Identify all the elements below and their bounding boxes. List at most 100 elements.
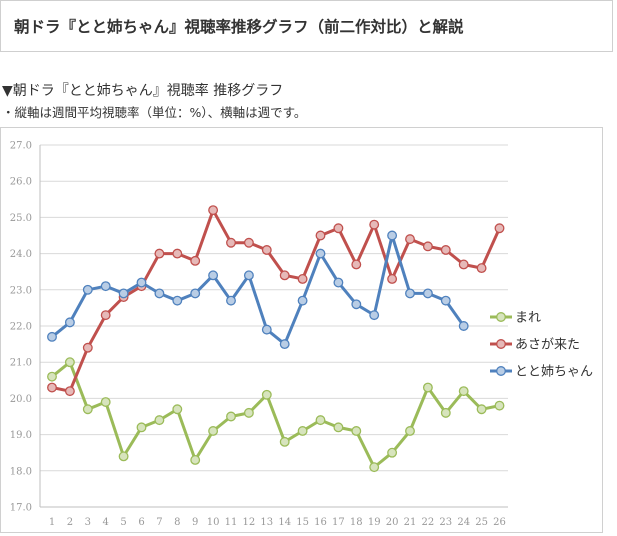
data-point <box>47 382 57 393</box>
x-tick-label: 23 <box>439 517 452 528</box>
data-point <box>100 310 111 321</box>
data-point <box>333 422 344 433</box>
data-point <box>351 426 362 436</box>
series-lines <box>47 205 505 473</box>
data-point <box>64 357 75 368</box>
data-point <box>172 404 183 415</box>
x-tick-label: 9 <box>192 517 198 528</box>
chart-frame <box>0 127 603 533</box>
data-point <box>440 407 451 418</box>
x-tick-label: 25 <box>475 517 488 528</box>
x-tick-label: 11 <box>225 517 238 528</box>
data-point <box>387 447 398 458</box>
x-tick-label: 8 <box>174 517 180 528</box>
x-tick-label: 22 <box>422 517 435 528</box>
data-point <box>82 342 93 353</box>
data-point <box>208 205 219 216</box>
data-point <box>351 299 362 310</box>
x-tick-label: 19 <box>368 517 381 528</box>
data-point <box>279 436 290 447</box>
data-point <box>261 324 272 335</box>
data-point <box>47 331 57 342</box>
data-point <box>64 317 75 328</box>
data-point <box>369 219 380 230</box>
data-point <box>279 339 290 350</box>
data-point <box>315 230 326 241</box>
data-point <box>154 288 165 299</box>
x-tick-label: 6 <box>138 517 144 528</box>
data-point <box>243 270 254 281</box>
y-tick-label: 26.0 <box>10 177 32 188</box>
x-tick-label: 21 <box>404 517 417 528</box>
data-point <box>369 462 380 473</box>
legend-label: とと姉ちゃん <box>515 365 593 380</box>
y-tick-label: 22.0 <box>10 322 32 333</box>
data-point <box>208 270 219 281</box>
x-tick-label: 14 <box>278 517 291 528</box>
data-point <box>261 245 272 255</box>
data-point <box>333 277 344 288</box>
x-tick-label: 10 <box>207 517 220 528</box>
data-point <box>190 288 201 299</box>
data-point <box>118 451 129 462</box>
y-tick-label: 20.0 <box>10 394 32 405</box>
data-point <box>226 411 236 422</box>
data-point <box>243 407 254 418</box>
x-tick-label: 2 <box>67 517 73 528</box>
x-tick-label: 15 <box>296 517 309 528</box>
data-point <box>351 259 362 270</box>
x-tick-label: 13 <box>260 517 273 528</box>
data-point <box>154 415 165 426</box>
y-tick-label: 17.0 <box>10 503 32 514</box>
data-point <box>458 321 469 331</box>
data-point <box>315 415 326 426</box>
data-point <box>476 263 487 274</box>
x-tick-label: 17 <box>332 517 345 528</box>
x-tick-label: 26 <box>493 517 506 528</box>
data-point <box>279 270 290 281</box>
legend-item: あさが来た <box>490 338 580 353</box>
series-2 <box>47 205 505 397</box>
data-point <box>405 426 415 436</box>
data-point <box>172 248 183 259</box>
series-line <box>51 208 501 393</box>
data-point <box>405 288 415 299</box>
data-point <box>422 382 433 393</box>
data-point <box>297 295 308 306</box>
data-point <box>369 310 380 321</box>
data-point <box>64 386 75 397</box>
data-point <box>422 288 433 299</box>
data-point <box>494 400 505 411</box>
section-heading: ▼朝ドラ『とと姉ちゃん』視聴率 推移グラフ <box>2 83 284 99</box>
data-point <box>494 223 505 234</box>
data-point <box>297 426 308 436</box>
page-title: 朝ドラ『とと姉ちゃん』視聴率推移グラフ（前二作対比）と解説 <box>14 18 464 36</box>
data-point <box>136 422 147 433</box>
x-tick-label: 3 <box>85 517 91 528</box>
y-tick-label: 19.0 <box>10 430 32 441</box>
chart-grid <box>39 144 508 508</box>
data-point <box>172 295 183 306</box>
data-point <box>118 288 129 299</box>
data-point <box>154 248 165 259</box>
y-tick-label: 18.0 <box>10 466 32 477</box>
data-point <box>208 426 219 436</box>
x-tick-label: 12 <box>243 517 256 528</box>
x-tick-label: 1 <box>49 517 55 528</box>
legend-swatch-marker <box>496 366 506 376</box>
data-point <box>82 404 93 415</box>
data-point <box>136 277 147 288</box>
x-tick-label: 4 <box>103 517 109 528</box>
x-tick-label: 24 <box>457 517 470 528</box>
x-tick-label: 16 <box>314 517 327 528</box>
x-tick-label: 18 <box>350 517 363 528</box>
data-point <box>261 389 272 400</box>
legend-label: まれ <box>515 311 541 326</box>
data-point <box>458 259 469 270</box>
legend-swatch-marker <box>496 339 506 349</box>
data-point <box>47 371 57 382</box>
data-point <box>226 295 236 306</box>
data-point <box>405 234 415 245</box>
